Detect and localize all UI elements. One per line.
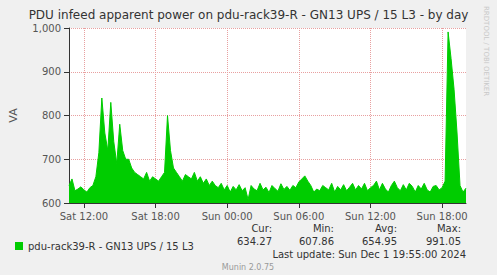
svg-text:pdu-rack39-R - GN13 UPS / 15 L: pdu-rack39-R - GN13 UPS / 15 L3 [28, 241, 194, 252]
svg-text:1,000: 1,000 [32, 23, 61, 34]
svg-text:600: 600 [42, 198, 61, 209]
svg-text:Max:: Max: [437, 223, 461, 234]
svg-text:800: 800 [42, 110, 61, 121]
svg-text:Min:: Min: [313, 223, 334, 234]
svg-text:Munin 2.0.75: Munin 2.0.75 [222, 263, 274, 272]
svg-text:VA: VA [7, 108, 20, 123]
svg-text:991.05: 991.05 [426, 236, 461, 247]
svg-text:607.86: 607.86 [299, 236, 334, 247]
svg-text:Avg:: Avg: [375, 223, 397, 234]
svg-text:Sun 12:00: Sun 12:00 [345, 211, 396, 222]
svg-text:700: 700 [42, 154, 61, 165]
svg-text:Sat 12:00: Sat 12:00 [60, 211, 108, 222]
svg-text:RRDTOOL / TOBI OETIKER: RRDTOOL / TOBI OETIKER [482, 6, 490, 96]
svg-text:Sun 00:00: Sun 00:00 [202, 211, 253, 222]
svg-text:Sun 06:00: Sun 06:00 [273, 211, 324, 222]
svg-text:Cur:: Cur: [251, 223, 272, 234]
svg-text:PDU infeed apparent power on p: PDU infeed apparent power on pdu-rack39-… [29, 8, 469, 22]
svg-text:634.27: 634.27 [237, 236, 272, 247]
svg-text:654.95: 654.95 [362, 236, 397, 247]
svg-text:Sat 18:00: Sat 18:00 [131, 211, 179, 222]
svg-text:Last update: Sun Dec 1 19:55:0: Last update: Sun Dec 1 19:55:00 2024 [272, 249, 466, 260]
svg-text:900: 900 [42, 66, 61, 77]
svg-text:Sun 18:00: Sun 18:00 [417, 211, 468, 222]
